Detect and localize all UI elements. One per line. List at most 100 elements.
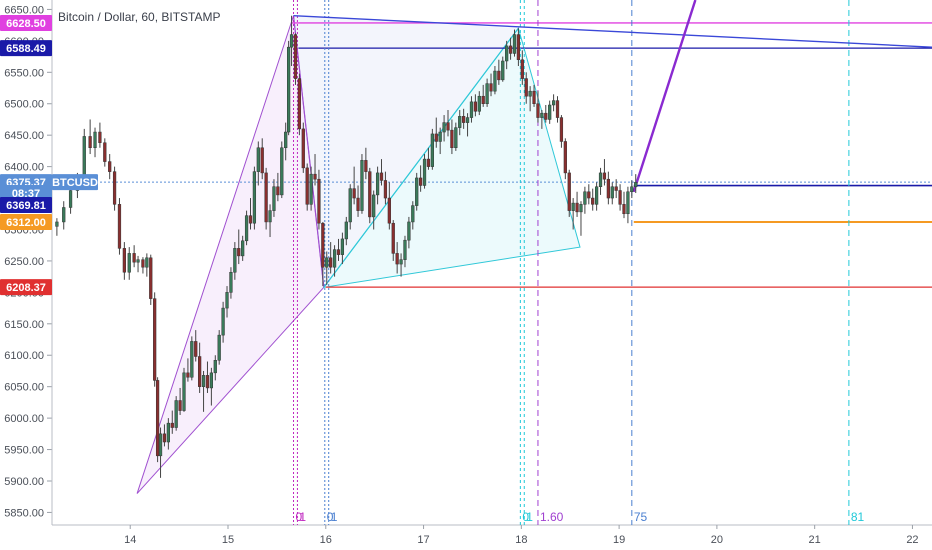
x-tick-label: 15 (222, 534, 234, 546)
candle-body (145, 257, 149, 268)
candle-body (536, 103, 540, 118)
candle-body (182, 372, 186, 411)
candle-body (155, 380, 160, 457)
y-tick-label: 6100.00 (4, 350, 44, 362)
candle-body (411, 205, 415, 223)
candle-body (571, 202, 575, 211)
candle-body (68, 190, 73, 208)
candle-body (305, 167, 309, 205)
candle-body (340, 238, 345, 255)
candle-body (229, 271, 233, 293)
y-tick-label: 6150.00 (4, 319, 44, 331)
candle-body (508, 45, 513, 54)
y-tick-label: 5900.00 (4, 476, 44, 488)
candle-body (598, 172, 603, 187)
candle-body (260, 147, 264, 174)
price-badge-label: 6208.37 (6, 282, 46, 294)
x-tick-label: 18 (515, 534, 527, 546)
candle-body (55, 221, 59, 227)
chart-title: Bitcoin / Dollar, 60, BITSTAMP (58, 10, 221, 24)
price-badge-label: 6312.00 (6, 217, 46, 229)
candle-body (88, 136, 92, 149)
price-badge-label: BTCUSD (52, 177, 98, 189)
candle-body (178, 400, 182, 411)
candle-body (587, 191, 591, 199)
candle-body (122, 248, 126, 273)
time-fib-label: 0 (296, 510, 303, 524)
candle-body (332, 249, 337, 268)
y-tick-label: 6250.00 (4, 256, 44, 268)
x-tick-label: 19 (613, 534, 625, 546)
candle-body (103, 142, 107, 162)
candle-body (293, 34, 298, 79)
candle-body (93, 131, 97, 149)
candle-body (379, 172, 384, 181)
x-tick-label: 16 (320, 534, 332, 546)
candle-body (469, 101, 474, 118)
candle-body (528, 90, 532, 97)
candle-body (364, 160, 368, 172)
candle-body (567, 172, 571, 211)
y-tick-label: 6650.00 (4, 4, 44, 16)
candle-body (559, 117, 564, 142)
y-tick-label: 5950.00 (4, 445, 44, 457)
candle-body (287, 46, 291, 133)
candle-body (454, 127, 458, 149)
y-tick-label: 6400.00 (4, 162, 44, 174)
candle-body (174, 400, 178, 428)
candle-body (248, 215, 253, 224)
x-tick-label: 17 (417, 534, 429, 546)
candle-body (108, 161, 112, 172)
candle-body (520, 59, 524, 79)
time-fib-label: 0 (327, 510, 334, 524)
candle-body (225, 292, 229, 309)
candle-body (493, 70, 497, 92)
candle-body (434, 133, 438, 142)
candle-body (280, 147, 284, 196)
candle-body (209, 372, 213, 389)
candle-body (112, 171, 117, 205)
y-tick-label: 6550.00 (4, 67, 44, 79)
time-fib-label: 1 (331, 510, 338, 524)
candle-body (256, 147, 260, 172)
candle-body (244, 215, 249, 242)
candle-body (158, 433, 163, 457)
time-fib-label: 1.60 (540, 510, 564, 524)
candle-body (98, 131, 102, 143)
candle-body (450, 129, 454, 149)
candle-body (268, 210, 272, 223)
candle-body (264, 172, 268, 223)
candle-body (162, 433, 167, 443)
candle-body (272, 186, 276, 211)
candle-body (524, 78, 528, 97)
candle-body (465, 117, 470, 123)
candle-body (153, 298, 157, 381)
candle-body (610, 186, 614, 199)
candle-body (634, 182, 638, 187)
candle-body (198, 356, 202, 387)
time-fib-label: 1 (526, 510, 533, 524)
candle-body (551, 100, 556, 106)
candle-body (544, 112, 548, 120)
candle-body (82, 136, 86, 181)
candle-body (579, 204, 583, 213)
candle-body (62, 207, 66, 223)
time-fib-label: 75 (634, 510, 648, 524)
candle-body (387, 197, 391, 224)
candle-body (575, 202, 579, 213)
candle-body (473, 101, 477, 112)
candle-body (127, 253, 131, 273)
candle-body (297, 78, 301, 130)
price-badge (0, 213, 52, 230)
candle-body (205, 375, 210, 389)
projection-line (632, 0, 697, 193)
candle-body (301, 128, 305, 169)
candle-body (321, 222, 325, 268)
candle-body (419, 177, 423, 186)
price-badge-label: 6588.49 (6, 43, 46, 55)
y-tick-label: 5850.00 (4, 507, 44, 519)
candle-body (415, 177, 419, 206)
candle-body (383, 180, 388, 199)
candle-body (403, 239, 407, 260)
